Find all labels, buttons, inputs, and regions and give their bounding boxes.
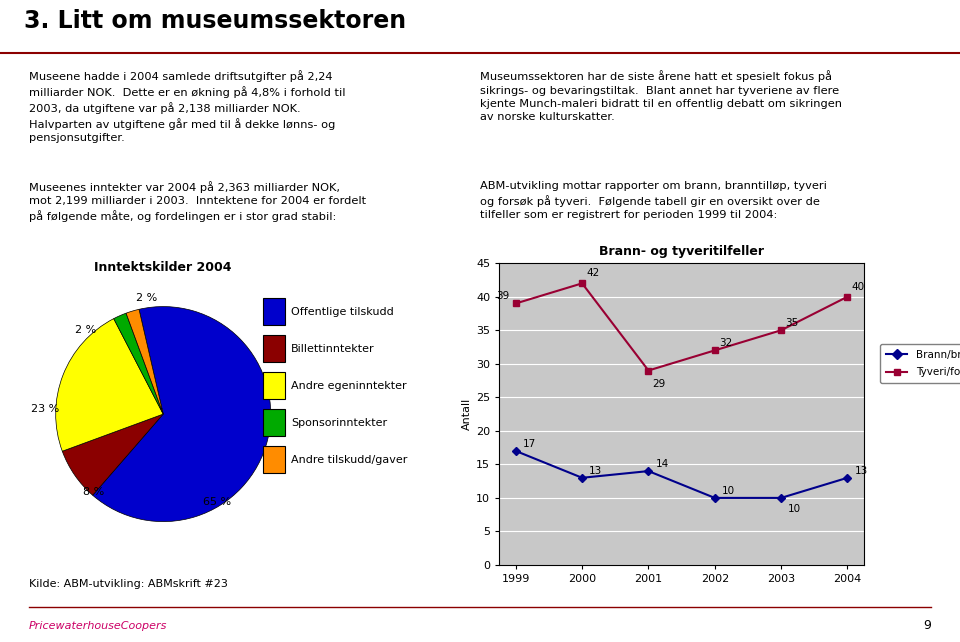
Text: Offentlige tilskudd: Offentlige tilskudd xyxy=(291,307,394,317)
Text: 9: 9 xyxy=(924,619,931,632)
Text: 8 %: 8 % xyxy=(83,487,104,496)
Text: 13: 13 xyxy=(854,465,868,476)
Text: Museumssektoren har de siste årene hatt et spesielt fokus på
sikrings- og bevari: Museumssektoren har de siste årene hatt … xyxy=(480,71,842,122)
Text: 29: 29 xyxy=(653,379,666,389)
Text: ABM-utvikling mottar rapporter om brann, branntilløp, tyveri
og forsøk på tyveri: ABM-utvikling mottar rapporter om brann,… xyxy=(480,181,827,220)
Text: 10: 10 xyxy=(722,486,734,496)
Text: Andre egeninntekter: Andre egeninntekter xyxy=(291,381,406,391)
Text: 32: 32 xyxy=(719,338,732,348)
Text: 17: 17 xyxy=(523,438,536,449)
Title: Inntektskilder 2004: Inntektskilder 2004 xyxy=(94,261,232,274)
Wedge shape xyxy=(62,414,163,495)
Wedge shape xyxy=(56,318,163,451)
Text: 40: 40 xyxy=(852,282,865,292)
Text: Sponsorinntekter: Sponsorinntekter xyxy=(291,418,387,428)
Wedge shape xyxy=(126,309,163,414)
FancyBboxPatch shape xyxy=(263,372,284,399)
FancyBboxPatch shape xyxy=(263,299,284,325)
Text: 3. Litt om museumssektoren: 3. Litt om museumssektoren xyxy=(24,9,406,33)
Title: Brann- og tyveritilfeller: Brann- og tyveritilfeller xyxy=(599,245,764,258)
Text: 23 %: 23 % xyxy=(31,404,60,413)
Text: 14: 14 xyxy=(656,459,668,469)
Text: PricewaterhouseCoopers: PricewaterhouseCoopers xyxy=(29,621,167,631)
Text: 65 %: 65 % xyxy=(203,498,231,507)
Text: Andre tilskudd/gaver: Andre tilskudd/gaver xyxy=(291,455,407,465)
Text: Museene hadde i 2004 samlede driftsutgifter på 2,24
milliarder NOK.  Dette er en: Museene hadde i 2004 samlede driftsutgif… xyxy=(29,71,346,143)
Wedge shape xyxy=(93,307,271,521)
Text: 42: 42 xyxy=(587,268,600,279)
Text: Billettinntekter: Billettinntekter xyxy=(291,343,374,354)
Text: 39: 39 xyxy=(496,291,510,301)
Text: Kilde: ABM-utvikling: ABMskrift #23: Kilde: ABM-utvikling: ABMskrift #23 xyxy=(29,580,228,589)
Text: 35: 35 xyxy=(785,318,799,328)
Y-axis label: Antall: Antall xyxy=(462,398,472,430)
Legend: Brann/branntilløp, Tyveri/forsøk på tyveri: Brann/branntilløp, Tyveri/forsøk på tyve… xyxy=(880,344,960,383)
Text: 2 %: 2 % xyxy=(75,325,96,335)
FancyBboxPatch shape xyxy=(263,410,284,436)
Text: 10: 10 xyxy=(788,504,802,514)
Text: 2 %: 2 % xyxy=(136,293,157,303)
FancyBboxPatch shape xyxy=(263,446,284,473)
Wedge shape xyxy=(113,313,163,414)
Text: Museenes inntekter var 2004 på 2,363 milliarder NOK,
mot 2,199 milliarder i 2003: Museenes inntekter var 2004 på 2,363 mil… xyxy=(29,181,366,221)
Text: 13: 13 xyxy=(589,465,602,476)
FancyBboxPatch shape xyxy=(263,335,284,362)
